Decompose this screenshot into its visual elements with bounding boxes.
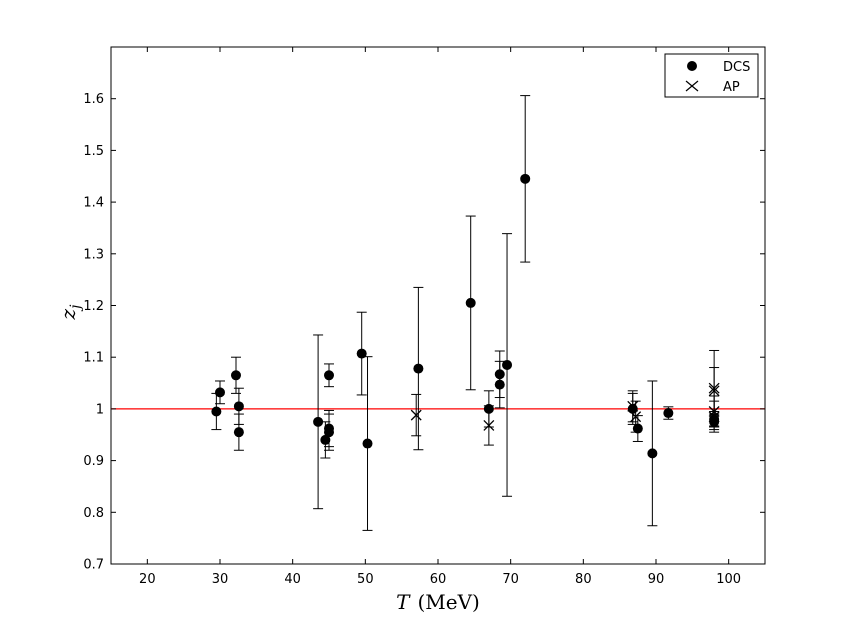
legend-dcs-marker (687, 61, 697, 71)
x-tick-label: 20 (139, 572, 156, 587)
x-tick-label: 30 (212, 572, 229, 587)
legend-dcs-label: DCS (723, 60, 750, 75)
y-tick-label: 0.8 (83, 506, 104, 521)
ap-point (708, 411, 720, 423)
dcs-point (413, 363, 424, 374)
data-points (211, 95, 720, 531)
y-axis-ticks: 0.7 0.8 0.9 1 1.1 1.2 1.3 1.4 1.5 1.6 (83, 92, 765, 573)
dcs-point (233, 401, 244, 412)
y-tick-label: 1.2 (83, 299, 104, 314)
dcs-point (211, 406, 222, 417)
dcs-point (320, 434, 331, 445)
ap-point (630, 411, 642, 423)
ap-point (708, 385, 720, 397)
x-axis-label: T (MeV) (396, 590, 480, 614)
y-axis-label: zj (56, 304, 84, 321)
dcs-point (356, 348, 367, 359)
dcs-point (647, 448, 658, 459)
dcs-point (663, 408, 674, 419)
y-tick-label: 1.1 (83, 351, 104, 366)
legend-ap-label: AP (723, 80, 740, 95)
x-tick-label: 80 (575, 572, 592, 587)
dcs-point (313, 416, 324, 427)
y-tick-label: 1.3 (83, 247, 104, 262)
plot-frame (110, 46, 766, 565)
x-tick-label: 60 (430, 572, 447, 587)
dcs-point (215, 387, 225, 398)
ap-point (483, 419, 495, 431)
x-tick-label: 40 (284, 572, 301, 587)
dcs-point (520, 173, 531, 184)
dcs-point (230, 370, 241, 381)
dcs-point (494, 379, 505, 390)
x-tick-label: 70 (502, 572, 519, 587)
y-tick-label: 1.6 (83, 92, 104, 107)
x-tick-label: 100 (716, 572, 741, 587)
y-tick-label: 0.9 (83, 454, 104, 469)
y-tick-label: 1 (96, 402, 104, 417)
x-tick-label: 90 (648, 572, 665, 587)
legend: DCS AP (664, 53, 759, 98)
y-tick-label: 1.5 (83, 144, 104, 159)
dcs-point (324, 427, 334, 438)
dcs-point (324, 370, 334, 381)
legend-ap-marker-b (685, 80, 699, 92)
ap-point (410, 409, 422, 421)
dcs-point (502, 359, 513, 370)
dcs-point (465, 297, 476, 308)
legend-box (664, 53, 759, 98)
y-tick-label: 0.7 (83, 558, 104, 573)
dcs-point (362, 438, 373, 449)
x-axis-ticks: 20 30 40 50 60 70 80 90 100 (139, 47, 741, 587)
x-tick-label: 50 (357, 572, 374, 587)
y-tick-label: 1.4 (83, 196, 104, 211)
dcs-point (233, 427, 244, 438)
